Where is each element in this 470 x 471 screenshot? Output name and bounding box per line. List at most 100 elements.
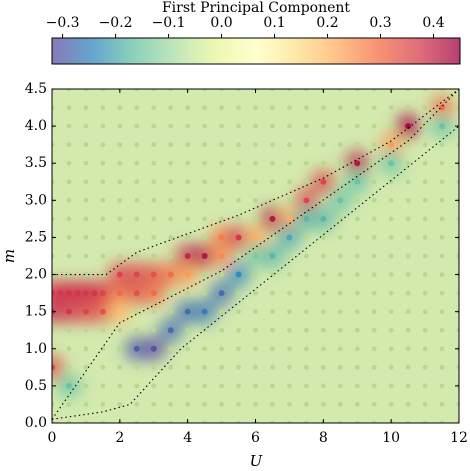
- grid-point: [456, 290, 459, 296]
- grid-point: [405, 383, 411, 389]
- grid-point: [337, 346, 343, 352]
- grid-point: [52, 327, 55, 333]
- point: [286, 234, 293, 241]
- grid-point: [354, 383, 360, 389]
- grid-point: [405, 253, 411, 259]
- point: [150, 271, 157, 278]
- grid-point: [303, 179, 309, 185]
- grid-point: [168, 253, 174, 259]
- grid-point: [287, 290, 292, 296]
- grid-point: [303, 327, 309, 333]
- grid-point: [270, 402, 275, 407]
- grid-point: [253, 309, 258, 315]
- grid-point: [83, 89, 89, 92]
- grid-point: [320, 327, 326, 333]
- point: [201, 308, 208, 315]
- grid-point: [405, 309, 411, 315]
- grid-point: [117, 105, 123, 110]
- grid-point: [100, 420, 106, 423]
- grid-point: [439, 364, 445, 370]
- grid-point: [219, 105, 224, 110]
- plot-area: [52, 89, 459, 423]
- y-tick-label: 0.0: [25, 415, 47, 431]
- grid-point: [66, 123, 72, 129]
- grid-point: [168, 346, 174, 352]
- grid-point: [371, 327, 377, 333]
- grid-point: [303, 105, 309, 110]
- grid-point: [388, 197, 394, 203]
- grid-point: [371, 253, 377, 259]
- grid-point: [134, 160, 140, 166]
- grid-point: [151, 105, 157, 110]
- point: [269, 215, 276, 222]
- grid-point: [287, 327, 292, 333]
- grid-point: [253, 160, 258, 166]
- grid-point: [100, 179, 106, 185]
- grid-point: [303, 272, 309, 277]
- colorbar-frame: [51, 37, 461, 65]
- grid-point: [405, 327, 411, 333]
- grid-point: [219, 309, 224, 315]
- grid-point: [287, 123, 292, 129]
- grid-point: [66, 235, 72, 240]
- grid-point: [134, 253, 140, 259]
- grid-point: [202, 235, 208, 240]
- grid-point: [439, 309, 445, 315]
- grid-point: [422, 327, 428, 333]
- grid-point: [270, 160, 275, 166]
- grid-point: [236, 160, 241, 166]
- y-axis-title: m: [0, 249, 18, 263]
- point: [133, 345, 140, 352]
- x-tick-label: 4: [183, 430, 192, 446]
- grid-point: [134, 235, 140, 240]
- grid-point: [405, 346, 411, 352]
- grid-point: [371, 309, 377, 315]
- grid-point: [219, 383, 224, 389]
- grid-point: [66, 142, 72, 148]
- point: [52, 364, 55, 371]
- y-tick-label: 3.5: [25, 155, 47, 171]
- grid-point: [168, 420, 174, 423]
- x-tick-label: 8: [319, 430, 328, 446]
- grid-point: [422, 179, 428, 185]
- grid-point: [117, 402, 123, 407]
- grid-point: [100, 364, 106, 370]
- grid-point: [270, 327, 275, 333]
- grid-point: [303, 383, 309, 389]
- grid-point: [270, 123, 275, 129]
- grid-point: [134, 197, 140, 203]
- grid-point: [134, 327, 140, 333]
- grid-point: [270, 383, 275, 389]
- grid-point: [422, 309, 428, 315]
- grid-point: [405, 290, 411, 296]
- grid-point: [439, 290, 445, 296]
- grid-point: [371, 420, 377, 423]
- grid-point: [236, 253, 241, 259]
- point: [167, 271, 174, 278]
- heat-blob: [52, 354, 65, 381]
- grid-point: [52, 402, 55, 407]
- point: [184, 253, 191, 259]
- grid-point: [287, 89, 292, 92]
- grid-point: [151, 235, 157, 240]
- grid-point: [83, 142, 89, 148]
- grid-point: [439, 253, 445, 259]
- grid-point: [337, 272, 343, 277]
- grid-point: [388, 253, 394, 259]
- grid-point: [100, 105, 106, 110]
- grid-point: [422, 253, 428, 259]
- grid-point: [66, 420, 72, 423]
- point: [116, 290, 123, 297]
- grid-point: [388, 179, 394, 185]
- point: [303, 197, 310, 204]
- grid-point: [422, 123, 428, 129]
- point: [116, 271, 123, 278]
- point: [235, 271, 242, 278]
- grid-point: [337, 290, 343, 296]
- grid-point: [320, 123, 326, 129]
- grid-point: [371, 402, 377, 407]
- grid-point: [303, 253, 309, 259]
- grid-point: [371, 383, 377, 389]
- colorbar-title: First Principal Component: [162, 0, 350, 16]
- grid-point: [52, 216, 55, 222]
